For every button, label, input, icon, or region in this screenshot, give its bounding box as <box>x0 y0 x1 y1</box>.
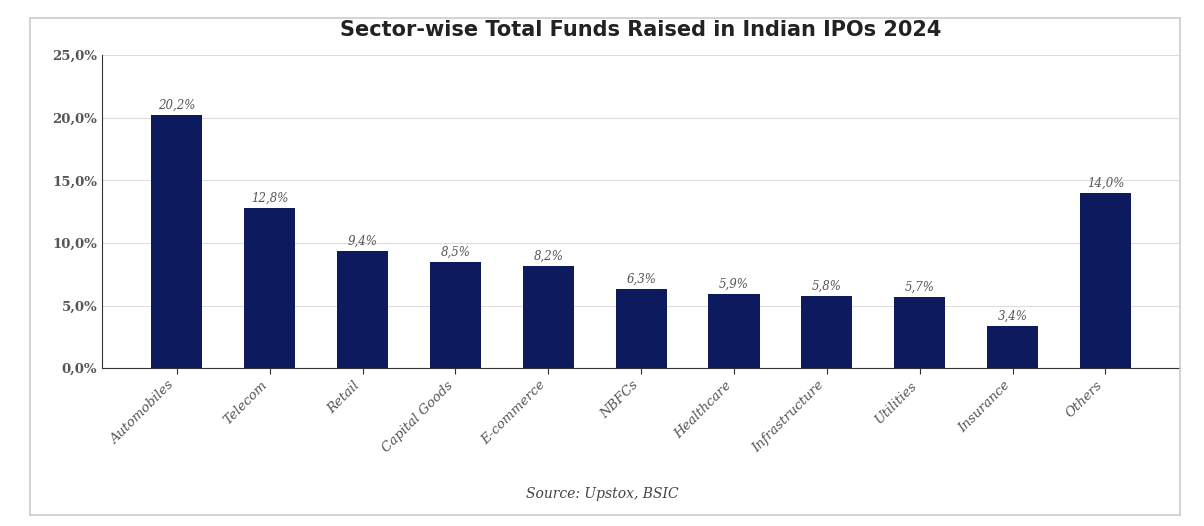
Text: 8,5%: 8,5% <box>441 246 471 259</box>
Bar <box>1080 193 1131 368</box>
Bar <box>430 262 480 368</box>
Bar <box>987 326 1038 368</box>
Text: 6,3%: 6,3% <box>626 273 656 286</box>
Bar <box>244 208 295 368</box>
Bar <box>615 289 667 368</box>
Text: 5,8%: 5,8% <box>811 279 842 292</box>
Title: Sector-wise Total Funds Raised in Indian IPOs 2024: Sector-wise Total Funds Raised in Indian… <box>341 20 942 40</box>
Bar <box>802 296 852 368</box>
Text: 5,7%: 5,7% <box>904 281 934 294</box>
Bar <box>523 266 574 368</box>
Text: 3,4%: 3,4% <box>998 309 1027 322</box>
Text: 14,0%: 14,0% <box>1087 177 1125 190</box>
Text: 9,4%: 9,4% <box>348 235 378 247</box>
Text: 5,9%: 5,9% <box>719 278 749 291</box>
Bar <box>152 115 202 368</box>
Text: 12,8%: 12,8% <box>250 192 289 205</box>
Bar <box>337 250 388 368</box>
Text: Source: Upstox, BSIC: Source: Upstox, BSIC <box>526 488 678 501</box>
Bar <box>708 295 760 368</box>
Text: 8,2%: 8,2% <box>533 249 563 262</box>
Bar <box>895 297 945 368</box>
Text: 20,2%: 20,2% <box>158 99 195 112</box>
